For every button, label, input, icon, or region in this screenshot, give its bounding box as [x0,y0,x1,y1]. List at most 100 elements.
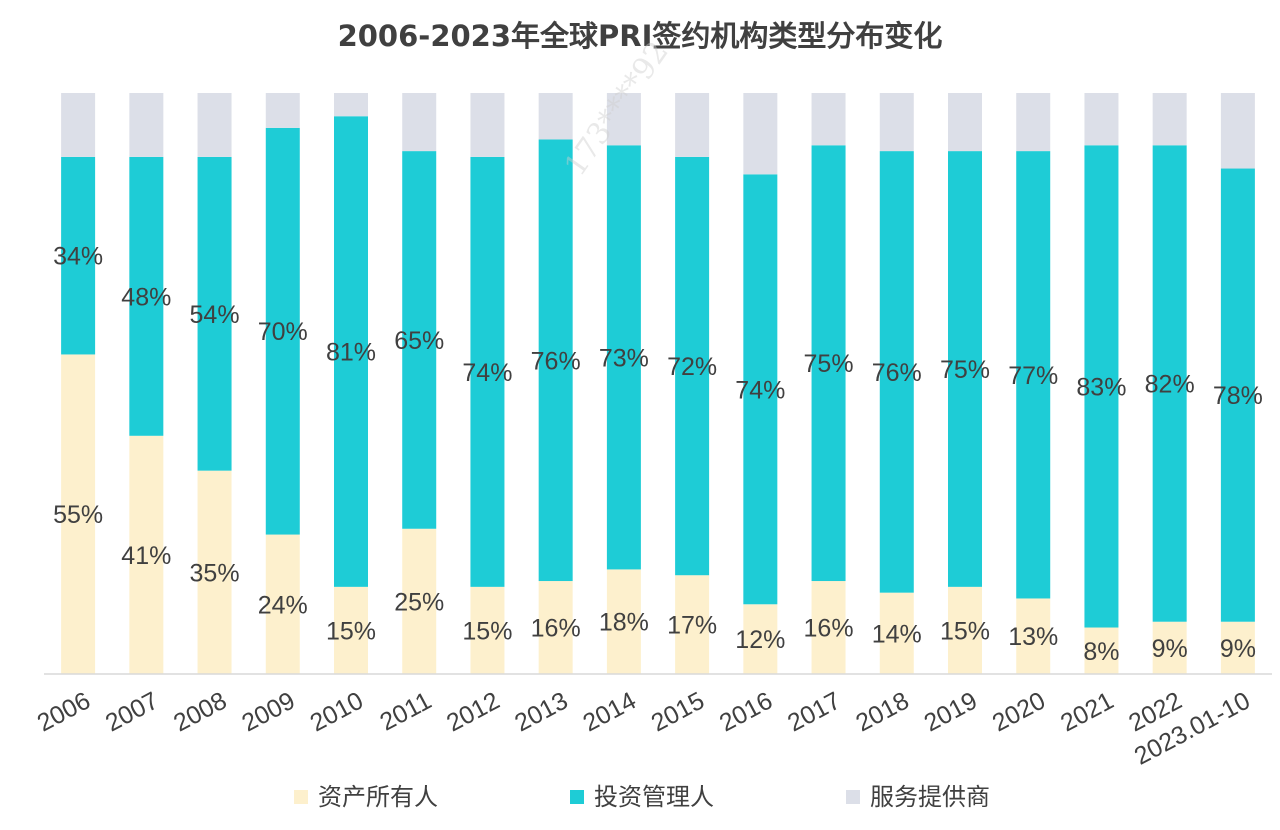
x-tick-label-2018: 2018 [851,687,913,738]
bar-investment-manager-2021 [1084,145,1119,628]
data-label-asset-owner-2009: 24% [258,591,308,619]
data-label-investment-manager-2007: 48% [121,283,171,311]
bar-investment-manager-2016 [743,174,778,605]
bar-asset-owner-2009 [265,534,300,674]
bar-asset-owner-2006 [61,354,96,674]
data-label-asset-owner-2021: 8% [1083,638,1119,666]
bar-asset-owner-2010 [334,586,368,674]
data-label-asset-owner-2015: 17% [667,612,717,640]
x-tick-label-2020: 2020 [988,687,1050,738]
data-label-asset-owner-2013: 16% [531,615,581,643]
bar-investment-manager-2007 [129,156,164,436]
x-tick-label-2014: 2014 [578,687,640,738]
bar-investment-manager-2023.01-10 [1220,168,1255,622]
legend-swatch-2 [846,790,860,804]
x-tick-label-2012: 2012 [442,687,504,738]
data-label-investment-manager-2006: 34% [53,243,103,271]
bar-asset-owner-2013 [538,581,573,674]
x-tick-label-2015: 2015 [647,687,709,738]
bar-investment-manager-2022 [1152,145,1187,622]
legend-swatch-1 [570,790,584,804]
bar-service-provider-2018 [879,93,914,152]
bar-investment-manager-2015 [675,156,710,576]
data-label-asset-owner-2007: 41% [121,542,171,570]
bar-investment-manager-2020 [1016,151,1051,599]
data-label-asset-owner-2018: 14% [872,620,922,648]
x-tick-label-2019: 2019 [920,687,982,738]
bar-asset-owner-2023.01-10 [1220,621,1255,674]
data-label-asset-owner-2020: 13% [1008,623,1058,651]
data-label-asset-owner-2016: 12% [735,626,785,654]
bar-asset-owner-2016 [743,604,778,674]
bar-investment-manager-2014 [606,145,641,570]
data-label-asset-owner-2023.01-10: 9% [1220,635,1256,663]
data-label-investment-manager-2020: 77% [1008,362,1058,390]
data-label-investment-manager-2011: 65% [394,327,444,355]
bar-service-provider-2012 [470,93,505,157]
bar-service-provider-2013 [538,93,573,140]
x-tick-label-2006: 2006 [33,687,95,738]
bar-investment-manager-2012 [470,156,505,587]
bar-asset-owner-2021 [1084,627,1119,674]
bar-asset-owner-2012 [470,586,505,674]
data-label-asset-owner-2022: 9% [1152,635,1188,663]
bar-service-provider-2009 [265,93,300,128]
bar-service-provider-2014 [606,93,641,146]
bar-asset-owner-2019 [948,586,982,674]
data-label-investment-manager-2008: 54% [190,301,240,329]
bar-service-provider-2008 [197,93,232,157]
bar-investment-manager-2010 [334,116,368,587]
bar-investment-manager-2017 [811,145,846,582]
data-label-investment-manager-2012: 74% [462,359,512,387]
data-label-investment-manager-2017: 75% [804,350,854,378]
legend-label-0: 资产所有人 [318,783,438,811]
data-label-investment-manager-2023.01-10: 78% [1213,382,1263,410]
bar-service-provider-2015 [675,93,710,157]
legend-label-2: 服务提供商 [870,783,990,811]
x-tick-label-2021: 2021 [1056,687,1118,738]
x-tick-label-2017: 2017 [783,687,845,738]
bar-asset-owner-2020 [1016,598,1051,674]
bar-investment-manager-2019 [948,151,982,587]
data-label-investment-manager-2009: 70% [258,318,308,346]
bar-service-provider-2011 [402,93,437,152]
bar-asset-owner-2017 [811,581,846,674]
bar-service-provider-2022 [1152,93,1187,146]
data-label-investment-manager-2016: 74% [735,376,785,404]
bar-asset-owner-2018 [879,592,914,674]
data-label-investment-manager-2022: 82% [1145,371,1195,399]
data-label-asset-owner-2012: 15% [462,617,512,645]
x-tick-label-2011: 2011 [375,687,436,737]
bar-service-provider-2019 [948,93,982,152]
x-tick-label-2016: 2016 [715,687,777,738]
x-tick-label-2013: 2013 [510,687,572,738]
legend: 资产所有人 投资管理人 服务提供商 [294,783,990,811]
data-label-investment-manager-2010: 81% [326,339,376,367]
bar-service-provider-2007 [129,93,164,157]
data-label-asset-owner-2019: 15% [940,617,990,645]
data-label-asset-owner-2011: 25% [394,588,444,616]
data-label-asset-owner-2017: 16% [804,615,854,643]
chart-title: 2006-2023年全球PRI签约机构类型分布变化 [338,19,943,53]
bar-investment-manager-2008 [197,156,232,471]
bar-asset-owner-2022 [1152,621,1187,674]
data-label-asset-owner-2006: 55% [53,501,103,529]
x-tick-label-2007: 2007 [101,687,163,738]
bar-investment-manager-2006 [61,156,96,355]
bar-service-provider-2010 [334,93,368,117]
data-label-asset-owner-2014: 18% [599,609,649,637]
bar-investment-manager-2011 [402,151,437,529]
data-label-investment-manager-2021: 83% [1076,373,1126,401]
x-tick-label-2009: 2009 [237,687,299,738]
x-tick-labels-group: 2006 2007 2008 2009 2010 2011 2012 2013 2014 2015… [33,687,1255,771]
bar-asset-owner-2015 [675,575,710,674]
data-label-asset-owner-2008: 35% [190,559,240,587]
bar-service-provider-2020 [1016,93,1051,152]
data-label-investment-manager-2013: 76% [531,347,581,375]
bars-group [61,93,1255,674]
bar-investment-manager-2013 [538,139,573,582]
bar-asset-owner-2008 [197,470,232,674]
bar-investment-manager-2009 [265,127,300,535]
data-labels-group: 55% 34% 41% 48% 35% 54% 24% 70% 15% 81% 25% 65% 15% 7… [53,243,1263,666]
